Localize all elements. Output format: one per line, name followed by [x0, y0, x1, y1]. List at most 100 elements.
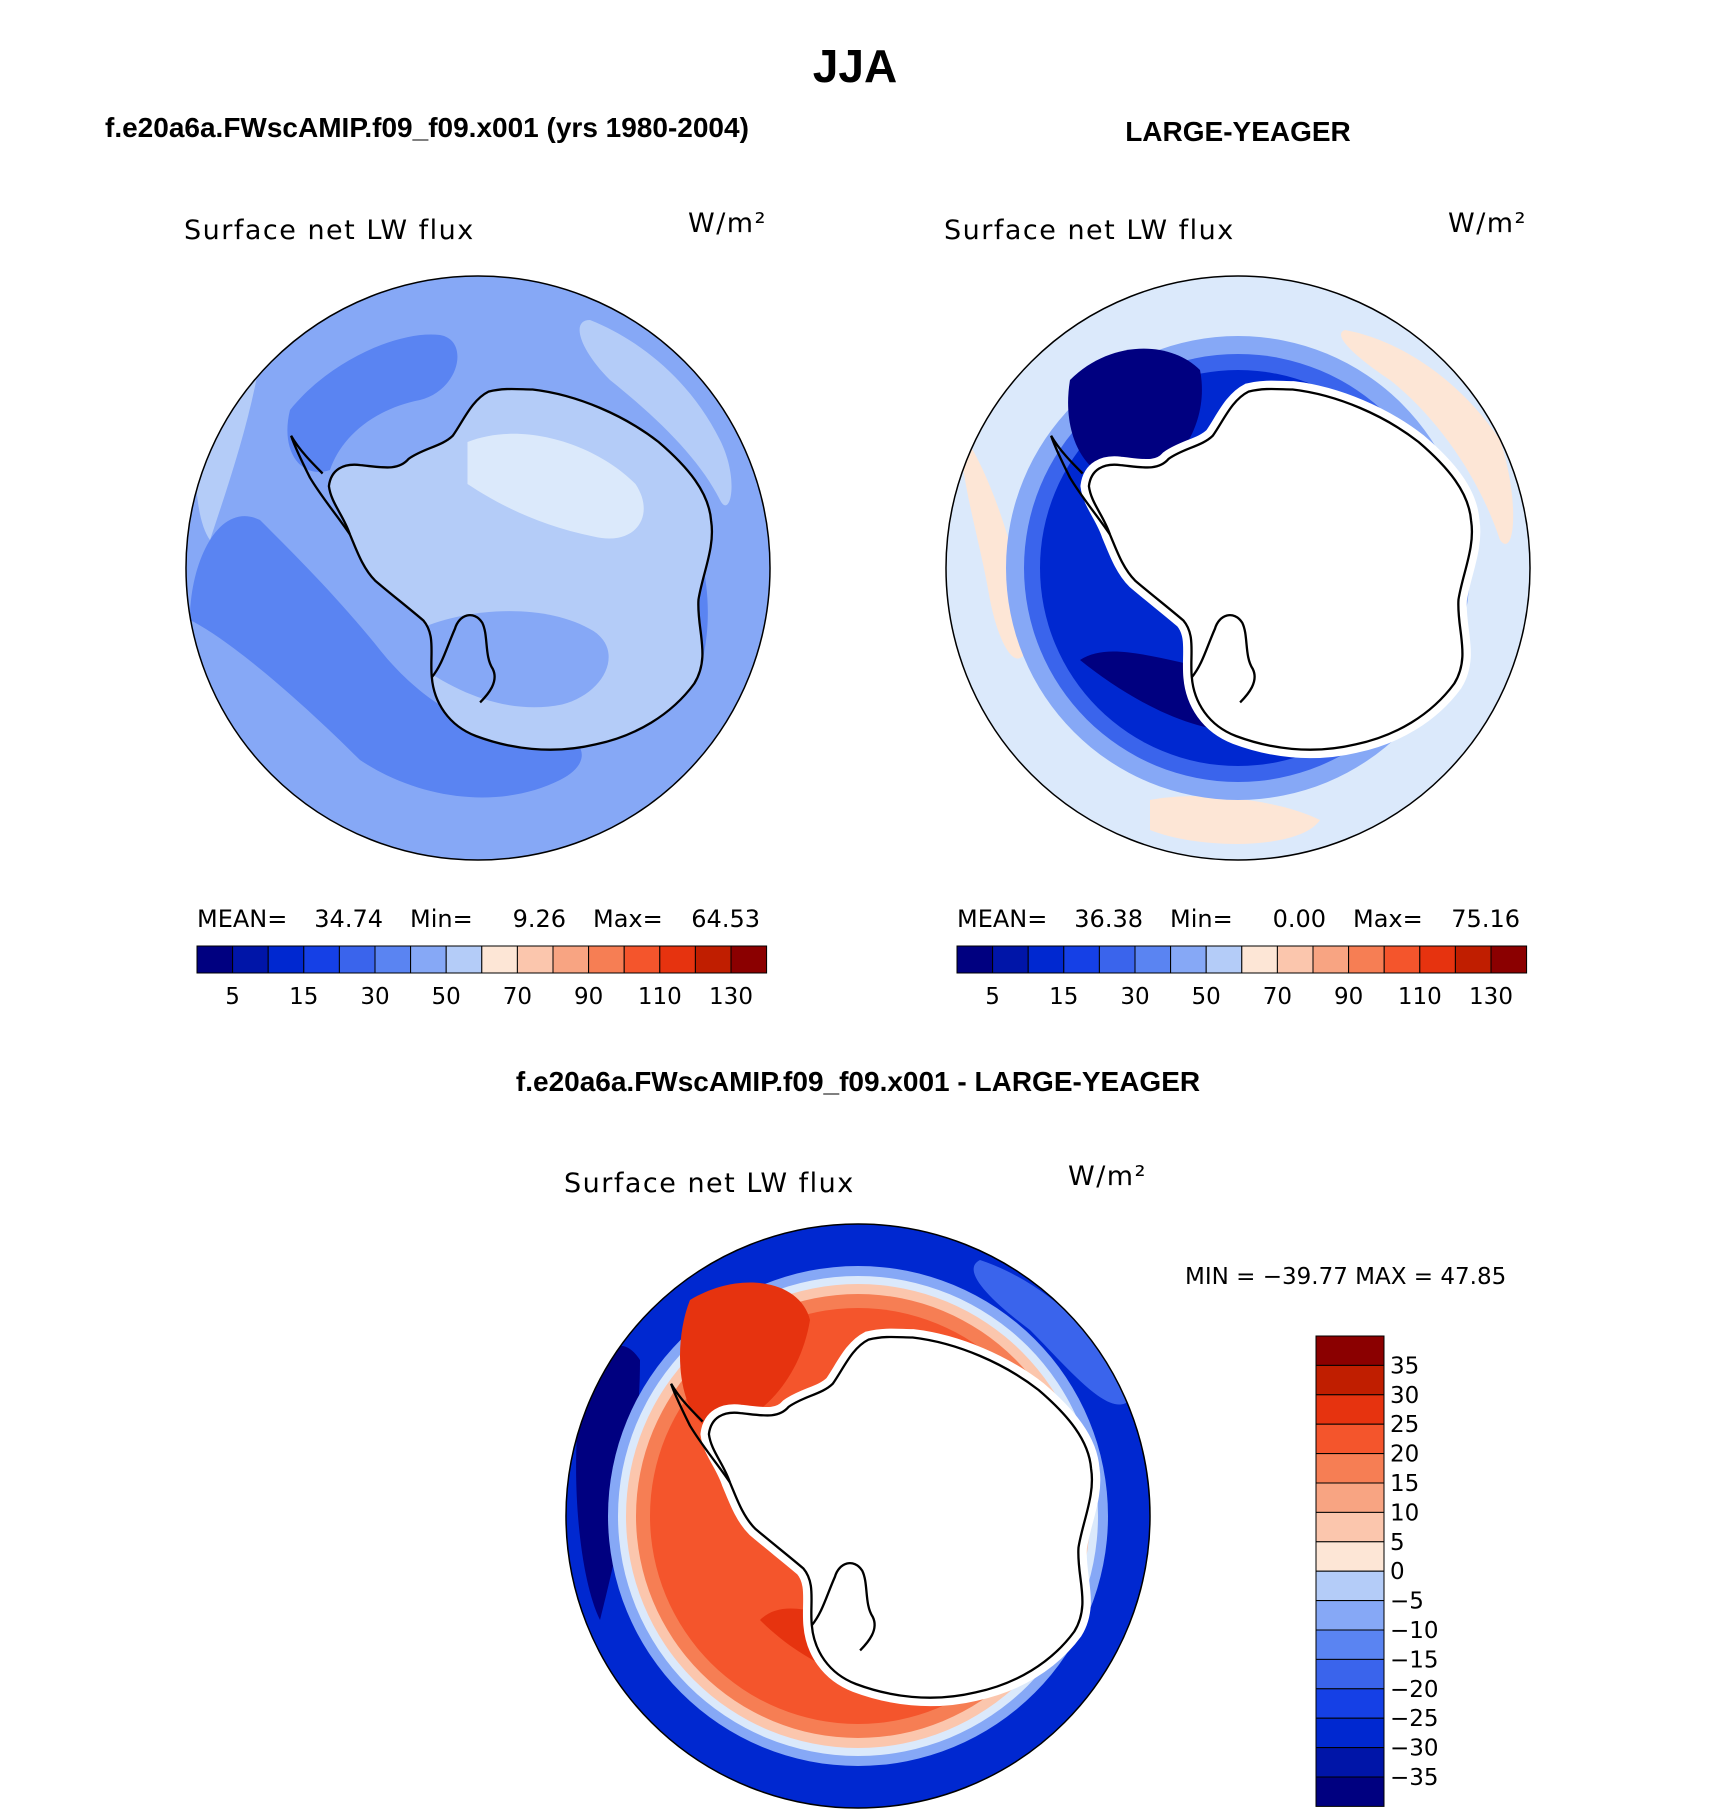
colorbar-tick-label: 130: [1469, 984, 1513, 1010]
colorbar-box: [552, 945, 590, 974]
colorbar-box: [694, 945, 732, 974]
colorbar-tick-label: 50: [1192, 984, 1221, 1010]
panel-b-contour-region: [1150, 796, 1320, 844]
panel-a-stats: MEAN= 34.74 Min= 9.26 Max= 64.53: [197, 905, 760, 933]
panel-b-max-label: Max=: [1353, 905, 1423, 933]
colorbar-box: [956, 945, 994, 974]
panel-b-min-label: Min=: [1170, 905, 1233, 933]
colorbar-box: [1315, 1335, 1385, 1366]
colorbar-box: [232, 945, 269, 974]
colorbar-box: [1276, 945, 1314, 974]
panel-b-contour-region: [1068, 348, 1202, 482]
colorbar-tick-label: 130: [709, 984, 753, 1010]
colorbar-box: [1315, 1541, 1385, 1572]
panel-a-map-border: [185, 275, 771, 861]
panel-b-contour-region: [1341, 330, 1514, 544]
colorbar-tick-label: −10: [1390, 1618, 1439, 1644]
panel-a-contour-region: [467, 433, 644, 539]
panel-a-contour-region: [579, 320, 732, 506]
panel-b-map-border: [945, 275, 1531, 861]
colorbar-box: [267, 945, 305, 974]
colorbar-box: [1419, 945, 1456, 974]
colorbar-box: [1315, 1747, 1385, 1778]
colorbar-tick-label: 25: [1390, 1412, 1419, 1438]
colorbar-tick-label: 15: [289, 984, 318, 1010]
colorbar-tick-label: 30: [1120, 984, 1149, 1010]
panel-b-max-value: 75.16: [1451, 905, 1520, 933]
colorbar-box: [1348, 945, 1385, 974]
colorbar-tick-label: −5: [1390, 1589, 1424, 1615]
colorbar-box: [730, 945, 768, 974]
panel-a-min-value: 9.26: [513, 905, 566, 933]
panel-c-contour-region: [576, 1345, 640, 1620]
colorbar-tick-label: 5: [985, 984, 1000, 1010]
colorbar-box: [338, 945, 376, 974]
panel-a-contour-region: [415, 611, 609, 708]
colorbar-box: [1315, 1511, 1385, 1543]
panel-b-mean-label: MEAN=: [957, 905, 1047, 933]
colorbar-box: [1205, 945, 1243, 974]
colorbar-box: [1170, 945, 1207, 974]
colorbar-tick-label: 70: [503, 984, 532, 1010]
season-title: JJA: [813, 40, 897, 92]
panel-b-title: LARGE-YEAGER: [1125, 116, 1351, 147]
colorbar-box: [1315, 1394, 1385, 1425]
colorbar-tick-label: −20: [1390, 1677, 1439, 1703]
panel-c-title: f.e20a6a.FWscAMIP.f09_f09.x001 - LARGE-Y…: [516, 1066, 1200, 1097]
colorbar-tick-label: 110: [638, 984, 682, 1010]
colorbar-tick-label: 15: [1390, 1471, 1419, 1497]
colorbar-tick-label: 110: [1398, 984, 1442, 1010]
colorbar-box: [1315, 1629, 1385, 1660]
panel-a-mean-value: 34.74: [314, 905, 383, 933]
panel-a-title: f.e20a6a.FWscAMIP.f09_f09.x001 (yrs 1980…: [105, 112, 749, 143]
colorbar-box: [1098, 945, 1136, 974]
colorbar-tick-label: 5: [225, 984, 240, 1010]
colorbar-tick-label: 30: [1390, 1383, 1419, 1409]
colorbar-tick-label: 10: [1390, 1500, 1419, 1526]
colorbar-box: [992, 945, 1029, 974]
panel-c-map: [565, 1223, 1151, 1809]
colorbar-tick-label: 20: [1390, 1442, 1419, 1468]
colorbar-box: [445, 945, 483, 974]
panel-a-max-value: 64.53: [691, 905, 760, 933]
colorbar-box: [374, 945, 412, 974]
colorbar-box: [623, 945, 661, 974]
colorbar-box: [1315, 1600, 1385, 1631]
panel-c-stats: MIN = −39.77 MAX = 47.85: [1185, 1264, 1506, 1290]
panel-b-stats: MEAN= 36.38 Min= 0.00 Max= 75.16: [957, 905, 1520, 933]
panel-a-map: [185, 275, 771, 861]
panel-a-max-label: Max=: [593, 905, 663, 933]
colorbar-box: [303, 945, 340, 974]
panel-c-map-border: [565, 1223, 1151, 1809]
colorbar-box: [588, 945, 625, 974]
colorbar-box: [196, 945, 234, 974]
colorbar-tick-label: 35: [1390, 1353, 1419, 1379]
colorbar-box: [410, 945, 447, 974]
colorbar-box: [1315, 1453, 1385, 1484]
colorbar-tick-label: 50: [432, 984, 461, 1010]
colorbar-box: [1383, 945, 1421, 974]
panel-c-contour-region: [680, 1282, 810, 1430]
colorbar-tick-label: −35: [1390, 1765, 1439, 1791]
panel-b-mean-value: 36.38: [1074, 905, 1143, 933]
colorbar-box: [1315, 1776, 1385, 1807]
panel-b-variable-label: Surface net LW flux: [944, 215, 1235, 246]
colorbar-box: [1454, 945, 1492, 974]
panel-a-units-label: W/m²: [688, 208, 767, 239]
colorbar-box: [1315, 1482, 1385, 1513]
panel-b-map: [945, 275, 1531, 861]
colorbar-box: [1490, 945, 1528, 974]
panel-a-mean-label: MEAN=: [197, 905, 287, 933]
colorbar-box: [1315, 1364, 1385, 1396]
panel-c-contour-region: [973, 1260, 1130, 1405]
panel-a-variable-label: Surface net LW flux: [184, 215, 475, 246]
colorbar-box: [1312, 945, 1350, 974]
panel-b-colorbar: 5 15 30 50 70 90 110 130: [956, 945, 1528, 1010]
colorbar-tick-label: 15: [1049, 984, 1078, 1010]
colorbar-box: [1315, 1688, 1385, 1719]
colorbar-tick-label: 90: [1334, 984, 1363, 1010]
colorbar-tick-label: −15: [1390, 1647, 1439, 1673]
colorbar-box: [1063, 945, 1100, 974]
panel-c-variable-label: Surface net LW flux: [564, 1168, 855, 1199]
